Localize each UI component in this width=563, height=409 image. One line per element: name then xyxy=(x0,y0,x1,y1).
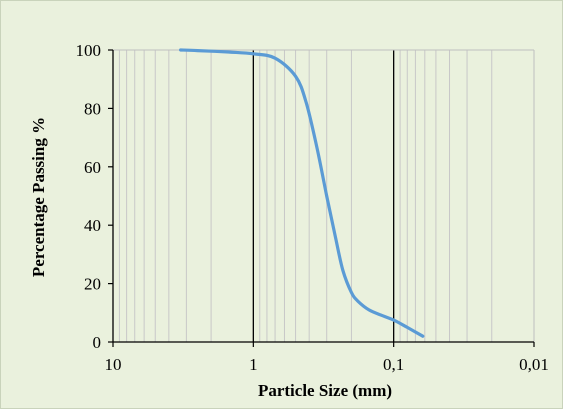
y-axis-label: Percentage Passing % xyxy=(29,117,48,277)
series-layer xyxy=(179,48,425,338)
tick-labels: 0 20 40 60 80 100 10 1 0,1 0,01 xyxy=(76,41,549,374)
y-tick-label: 100 xyxy=(76,41,102,60)
x-tick-label: 10 xyxy=(105,355,122,374)
axes xyxy=(108,49,535,347)
y-tick-label: 40 xyxy=(84,216,101,235)
x-tick-label: 0,1 xyxy=(383,355,404,374)
y-tick-label: 20 xyxy=(84,275,101,294)
series-line xyxy=(179,48,425,338)
x-tick-label: 1 xyxy=(249,355,258,374)
x-tick-label: 0,01 xyxy=(519,355,549,374)
y-tick-label: 80 xyxy=(84,99,101,118)
grid-lines xyxy=(112,50,535,342)
y-tick-label: 60 xyxy=(84,158,101,177)
y-tick-label: 0 xyxy=(93,333,102,352)
x-axis-label: Particle Size (mm) xyxy=(258,381,392,400)
